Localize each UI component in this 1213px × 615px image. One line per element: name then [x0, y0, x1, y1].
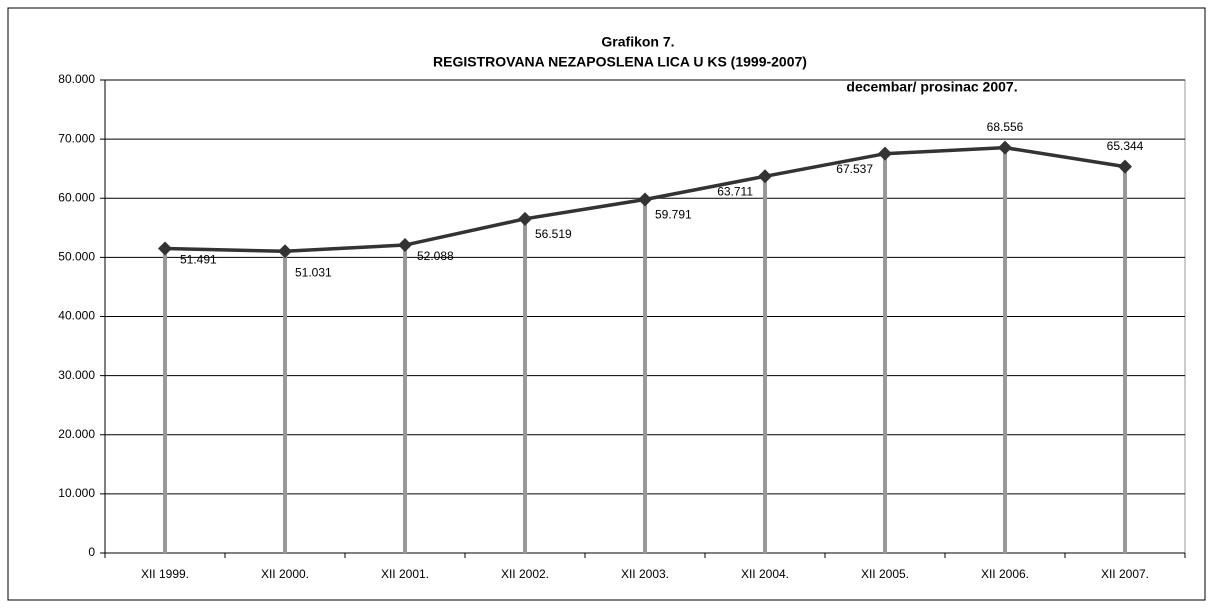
chart-border	[7, 7, 1206, 601]
x-tick-label: XII 2007.	[1101, 567, 1149, 581]
x-tick-label: XII 2003.	[621, 567, 669, 581]
marker	[158, 241, 172, 256]
marker	[278, 244, 292, 259]
data-label: 51.031	[295, 265, 332, 279]
data-label: 65.344	[1107, 139, 1144, 153]
y-tick-label: 60.000	[58, 190, 95, 204]
chart-title: Grafikon 7.	[601, 34, 674, 50]
x-tick-label: XII 2002.	[501, 567, 549, 581]
y-tick-label: 0	[88, 545, 95, 559]
y-tick-label: 70.000	[58, 131, 95, 145]
marker	[1118, 159, 1132, 174]
y-tick-label: 10.000	[58, 486, 95, 500]
marker	[998, 140, 1012, 155]
x-tick-label: XII 2001.	[381, 567, 429, 581]
data-label: 52.088	[417, 249, 454, 263]
data-label: 63.711	[717, 184, 753, 198]
x-tick-label: XII 2006.	[981, 567, 1029, 581]
marker	[398, 238, 412, 253]
x-tick-label: XII 2005.	[861, 567, 909, 581]
data-label: 59.791	[655, 208, 692, 222]
marker	[758, 169, 772, 184]
y-tick-label: 50.000	[58, 250, 95, 264]
chart-subtitle: REGISTROVANA NEZAPOSLENA LICA U KS (1999…	[433, 54, 807, 70]
data-label: 56.519	[535, 227, 572, 241]
x-tick-label: XII 2000.	[261, 567, 309, 581]
annotation: decembar/ prosinac 2007.	[846, 79, 1017, 95]
x-tick-label: XII 1999.	[141, 567, 189, 581]
y-tick-label: 30.000	[58, 368, 95, 382]
y-tick-label: 40.000	[58, 309, 95, 323]
data-label: 67.537	[836, 162, 873, 176]
data-label: 51.491	[180, 253, 217, 267]
data-label: 68.556	[987, 120, 1024, 134]
x-tick-label: XII 2004.	[741, 567, 789, 581]
y-tick-label: 80.000	[58, 72, 95, 86]
y-tick-label: 20.000	[58, 427, 95, 441]
marker	[518, 211, 532, 226]
marker	[638, 192, 652, 207]
marker	[878, 146, 892, 161]
